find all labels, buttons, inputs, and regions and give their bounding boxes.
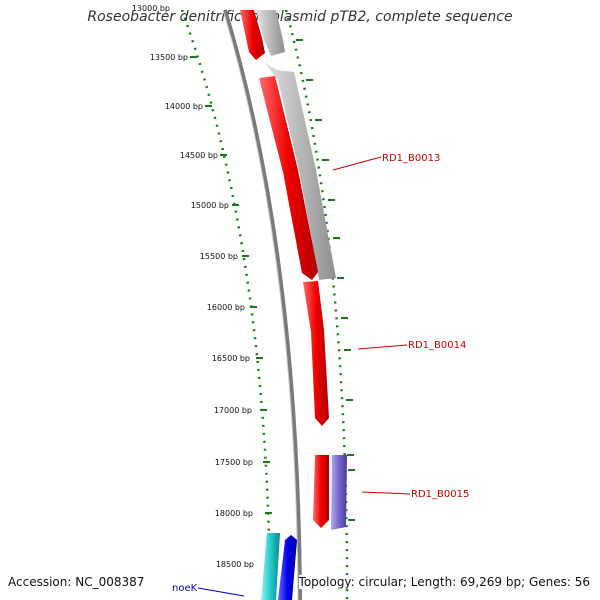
tick-label: 13000 bp bbox=[132, 4, 170, 13]
tick-label: 13500 bp bbox=[150, 53, 188, 62]
gene-label-rd1-b0013: RD1_B0013 bbox=[382, 153, 440, 164]
gene-label-noek: noeK bbox=[172, 583, 198, 594]
gene-cyan bbox=[261, 533, 280, 600]
tick-label: 16500 bp bbox=[212, 354, 250, 363]
gene-forward-rd1-b0015 bbox=[313, 455, 329, 528]
gene-blue-noek bbox=[278, 535, 297, 600]
callout-line-noek bbox=[197, 587, 245, 597]
inner-tick-ring bbox=[180, 9, 272, 600]
callout-line-rd1-b0015 bbox=[361, 491, 411, 495]
gene-reverse-top bbox=[256, 10, 285, 56]
gene-label-rd1-b0014: RD1_B0014 bbox=[408, 340, 466, 351]
tick-label: 14000 bp bbox=[165, 102, 203, 111]
tick-label: 17000 bp bbox=[214, 406, 252, 415]
map-title: Roseobacter denitrificans plasmid pTB2, … bbox=[87, 9, 513, 25]
outer-major-ticks bbox=[296, 39, 355, 521]
gene-purple bbox=[331, 455, 347, 530]
tick-label: 18500 bp bbox=[216, 560, 254, 569]
callout-line-rd1-b0013 bbox=[332, 156, 382, 171]
tick-label: 17500 bp bbox=[215, 458, 253, 467]
gene-forward-rd1-b0014 bbox=[303, 281, 329, 426]
tick-label: 15500 bp bbox=[200, 252, 238, 261]
gene-forward-top bbox=[240, 10, 265, 60]
accession-text: Accession: NC_008387 bbox=[8, 575, 145, 589]
sequence-backbone bbox=[223, 9, 302, 600]
tick-label: 15000 bp bbox=[191, 201, 229, 210]
tick-label: 18000 bp bbox=[215, 509, 253, 518]
tick-label: 16000 bp bbox=[207, 303, 245, 312]
summary-text: Topology: circular; Length: 69,269 bp; G… bbox=[298, 575, 590, 589]
gene-label-rd1-b0015: RD1_B0015 bbox=[411, 489, 469, 500]
callout-line-rd1-b0014 bbox=[357, 344, 408, 350]
gene-forward-rd1-b0013 bbox=[259, 76, 318, 280]
tick-labels: 13000 bp 13500 bp 14000 bp 14500 bp 1500… bbox=[132, 4, 254, 569]
tick-label: 14500 bp bbox=[180, 151, 218, 160]
gene-reverse-rd1-b0013 bbox=[264, 62, 336, 280]
